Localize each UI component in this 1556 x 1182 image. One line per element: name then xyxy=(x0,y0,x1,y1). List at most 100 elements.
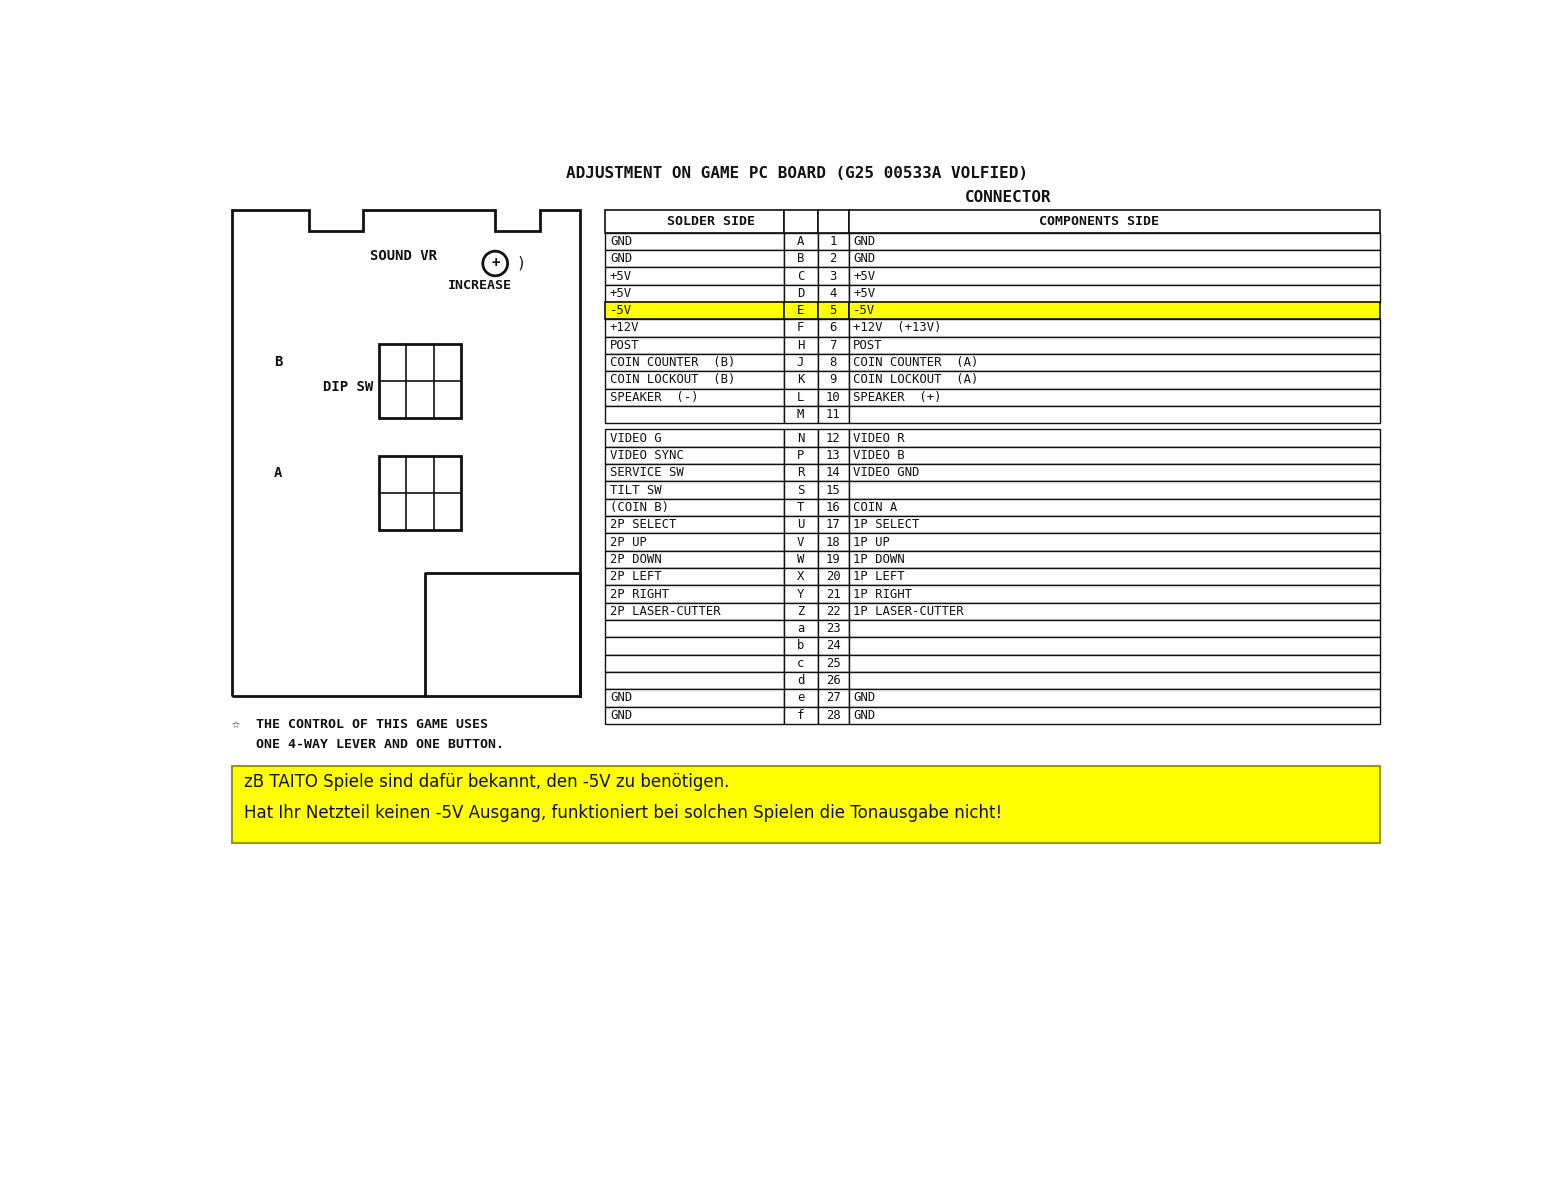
Bar xyxy=(848,233,1380,251)
Bar xyxy=(605,353,784,371)
Text: 20: 20 xyxy=(826,570,840,583)
Bar xyxy=(817,319,848,337)
Text: INCREASE: INCREASE xyxy=(448,279,512,292)
Text: 19: 19 xyxy=(826,553,840,566)
Text: -5V: -5V xyxy=(853,304,876,317)
Bar xyxy=(817,267,848,285)
Bar xyxy=(817,603,848,621)
Bar xyxy=(784,637,817,655)
Text: 28: 28 xyxy=(826,709,840,722)
Text: 27: 27 xyxy=(826,691,840,704)
Text: 5: 5 xyxy=(829,304,837,317)
Text: 2P RIGHT: 2P RIGHT xyxy=(610,587,669,600)
Bar xyxy=(605,517,784,533)
Bar xyxy=(848,301,1380,319)
Bar xyxy=(605,251,784,267)
Text: 17: 17 xyxy=(826,518,840,531)
Text: ☆  THE CONTROL OF THIS GAME USES: ☆ THE CONTROL OF THIS GAME USES xyxy=(232,717,487,730)
Text: 21: 21 xyxy=(826,587,840,600)
Text: Z: Z xyxy=(797,605,804,618)
Text: +: + xyxy=(492,256,499,271)
Bar xyxy=(605,673,784,689)
Bar xyxy=(605,371,784,389)
Bar xyxy=(848,621,1380,637)
Text: GND: GND xyxy=(610,691,632,704)
Bar xyxy=(848,603,1380,621)
Text: P: P xyxy=(797,449,804,462)
Bar xyxy=(605,603,784,621)
Text: N: N xyxy=(797,431,804,444)
Bar xyxy=(605,447,784,465)
Bar xyxy=(817,637,848,655)
Text: 2P UP: 2P UP xyxy=(610,535,647,548)
Text: L: L xyxy=(797,391,804,404)
Bar xyxy=(605,689,784,707)
Text: c: c xyxy=(797,657,804,670)
Text: GND: GND xyxy=(853,709,876,722)
Text: Y: Y xyxy=(797,587,804,600)
Bar xyxy=(817,301,848,319)
Text: H: H xyxy=(797,339,804,352)
Bar xyxy=(784,209,817,233)
Text: K: K xyxy=(797,374,804,387)
Text: SPEAKER  (+): SPEAKER (+) xyxy=(853,391,941,404)
Bar xyxy=(848,481,1380,499)
Text: VIDEO SYNC: VIDEO SYNC xyxy=(610,449,683,462)
Bar xyxy=(605,551,784,569)
Text: 2: 2 xyxy=(829,252,837,265)
Text: 10: 10 xyxy=(826,391,840,404)
Text: 1P LASER-CUTTER: 1P LASER-CUTTER xyxy=(853,605,963,618)
Bar xyxy=(817,285,848,301)
Text: 6: 6 xyxy=(829,322,837,335)
Text: 14: 14 xyxy=(826,466,840,479)
Bar xyxy=(784,481,817,499)
Bar xyxy=(605,301,784,319)
Text: 11: 11 xyxy=(826,408,840,421)
Bar xyxy=(784,319,817,337)
Text: d: d xyxy=(797,674,804,687)
Bar xyxy=(817,209,848,233)
Text: 2P LASER-CUTTER: 2P LASER-CUTTER xyxy=(610,605,720,618)
Text: COMPONENTS SIDE: COMPONENTS SIDE xyxy=(1039,215,1159,228)
Text: 22: 22 xyxy=(826,605,840,618)
Text: 25: 25 xyxy=(826,657,840,670)
Bar xyxy=(848,569,1380,585)
Bar xyxy=(605,465,784,481)
Bar xyxy=(784,707,817,723)
Text: ADJUSTMENT ON GAME PC BOARD (G25 00533A VOLFIED): ADJUSTMENT ON GAME PC BOARD (G25 00533A … xyxy=(566,167,1029,182)
Text: 15: 15 xyxy=(826,483,840,496)
Bar xyxy=(380,456,461,530)
Bar xyxy=(848,707,1380,723)
Bar xyxy=(848,353,1380,371)
Bar xyxy=(784,447,817,465)
Bar xyxy=(605,285,784,301)
Bar xyxy=(605,585,784,603)
Bar xyxy=(848,585,1380,603)
Bar xyxy=(784,465,817,481)
Text: +5V: +5V xyxy=(610,269,632,282)
Bar xyxy=(817,353,848,371)
Text: 1P SELECT: 1P SELECT xyxy=(853,518,920,531)
Text: U: U xyxy=(797,518,804,531)
Bar xyxy=(605,621,784,637)
Bar xyxy=(848,319,1380,337)
Bar xyxy=(784,285,817,301)
Bar xyxy=(848,209,1380,233)
Text: VIDEO B: VIDEO B xyxy=(853,449,906,462)
Text: e: e xyxy=(797,691,804,704)
Bar xyxy=(817,585,848,603)
Text: ONE 4-WAY LEVER AND ONE BUTTON.: ONE 4-WAY LEVER AND ONE BUTTON. xyxy=(232,738,504,751)
Text: D: D xyxy=(797,287,804,300)
Text: +5V: +5V xyxy=(853,287,876,300)
Bar xyxy=(848,429,1380,447)
Text: 1P UP: 1P UP xyxy=(853,535,890,548)
Text: 2P SELECT: 2P SELECT xyxy=(610,518,677,531)
Text: COIN LOCKOUT  (A): COIN LOCKOUT (A) xyxy=(853,374,979,387)
Bar xyxy=(848,447,1380,465)
Bar xyxy=(817,533,848,551)
Text: (COIN B): (COIN B) xyxy=(610,501,669,514)
Text: CONNECTOR: CONNECTOR xyxy=(965,189,1052,204)
Text: 1P LEFT: 1P LEFT xyxy=(853,570,906,583)
Text: +12V: +12V xyxy=(610,322,640,335)
Text: 9: 9 xyxy=(829,374,837,387)
